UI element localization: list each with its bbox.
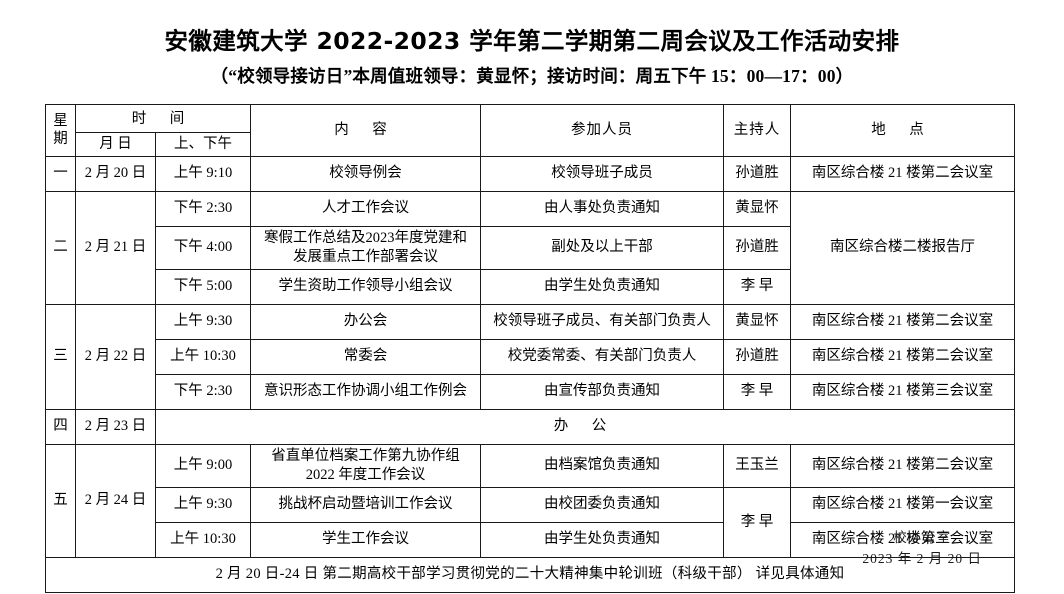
- header-row-bottom: 月 日 上、下午: [46, 132, 1015, 157]
- place-cell: 南区综合楼 21 楼第三会议室: [790, 521, 1015, 558]
- host-cell: 孙道胜: [723, 338, 791, 375]
- content-line-2: 2022 年度工作会议: [305, 466, 426, 483]
- place-cell: 南区综合楼 21 楼第三会议室: [790, 373, 1015, 410]
- table-body: 一 2 月 20 日 上午 9:10 校领导例会 校领导班子成员 孙道胜 南区综…: [45, 155, 1015, 593]
- host-cell: 孙道胜: [723, 225, 791, 270]
- header-ampm: 上、下午: [155, 132, 251, 157]
- host-cell: 王玉兰: [723, 443, 791, 488]
- place-cell: 南区综合楼 21 楼第二会议室: [790, 443, 1015, 488]
- table-row: 四 2 月 23 日 办 公: [45, 408, 1015, 445]
- time-cell: 上午 10:30: [155, 338, 251, 375]
- signature-date: 2023 年 2 月 20 日: [862, 550, 982, 566]
- participants-cell: 校领导班子成员、有关部门负责人: [480, 303, 724, 340]
- participants-cell: 由校团委负责通知: [480, 486, 724, 523]
- content-cell: 寒假工作总结及2023年度党建和 发展重点工作部署会议: [250, 225, 481, 270]
- header-time-group: 时 间: [75, 104, 251, 134]
- participants-cell: 由档案馆负责通知: [480, 443, 724, 488]
- header-participants: 参加人员: [480, 104, 724, 157]
- content-cell: 学生资助工作领导小组会议: [250, 268, 481, 305]
- table-row: 五 2 月 24 日 上午 9:00 省直单位档案工作第九协作组 2022 年度…: [45, 443, 1015, 558]
- content-cell: 校领导例会: [250, 155, 481, 192]
- place-cell: 南区综合楼 21 楼第二会议室: [790, 303, 1015, 340]
- place-cell: 南区综合楼 21 楼第一会议室: [790, 486, 1015, 523]
- content-cell: 人才工作会议: [250, 190, 481, 227]
- table-row: 上午 10:30 常委会 校党委常委、有关部门负责人 孙道胜 南区综合楼 21 …: [46, 338, 1015, 375]
- header-host: 主持人: [723, 104, 791, 157]
- schedule-table: 星期 时 间 内 容 参加人员 主持人 地 点 月 日 上、下午 一 2 月 2…: [45, 104, 1015, 593]
- time-cell: 下午 5:00: [155, 268, 251, 305]
- host-cell: 黄显怀: [723, 303, 791, 340]
- content-cell: 挑战杯启动暨培训工作会议: [250, 486, 481, 523]
- participants-cell: 由学生处负责通知: [480, 268, 724, 305]
- header-row-top: 星期 时 间 内 容 参加人员 主持人 地 点: [45, 104, 1015, 157]
- content-cell: 学生工作会议: [250, 521, 481, 558]
- date-cell: 2 月 22 日: [75, 303, 156, 410]
- time-cell: 下午 4:00: [155, 225, 251, 270]
- header-date: 月 日: [75, 132, 156, 157]
- time-cell: 下午 2:30: [155, 190, 251, 227]
- participants-cell: 由学生处负责通知: [480, 521, 724, 558]
- day-cell: 二: [45, 190, 76, 305]
- date-cell: 2 月 20 日: [75, 155, 156, 192]
- participants-cell: 校党委常委、有关部门负责人: [480, 338, 724, 375]
- content-line-1: 省直单位档案工作第九协作组: [271, 448, 460, 465]
- full-day-status-cell: 办 公: [155, 408, 1015, 445]
- time-cell: 上午 9:10: [155, 155, 251, 192]
- signature-office: 校办公室: [893, 530, 952, 545]
- date-cell: 2 月 24 日: [75, 443, 156, 558]
- content-cell: 常委会: [250, 338, 481, 375]
- page-title: 安徽建筑大学 2022-2023 学年第二学期第二周会议及工作活动安排: [164, 27, 900, 55]
- table-row: 三 2 月 22 日 上午 9:30 办公会 校领导班子成员、有关部门负责人 黄…: [45, 303, 1015, 410]
- time-cell: 上午 10:30: [155, 521, 251, 558]
- day-cell: 四: [45, 408, 76, 445]
- table-row: 下午 4:00 寒假工作总结及2023年度党建和 发展重点工作部署会议 副处及以…: [46, 225, 1015, 270]
- place-cell: 南区综合楼 21 楼第二会议室: [790, 155, 1015, 192]
- host-cell: 李 早: [723, 268, 791, 305]
- date-cell: 2 月 21 日: [75, 190, 156, 305]
- day-cell: 一: [45, 155, 76, 192]
- time-cell: 上午 9:30: [155, 486, 251, 523]
- header-content: 内 容: [250, 104, 481, 157]
- content-cell: 省直单位档案工作第九协作组 2022 年度工作会议: [250, 443, 481, 488]
- table-footer-note-row: 2 月 20 日-24 日 第二期高校干部学习贯彻党的二十大精神集中轮训班（科级…: [45, 556, 1015, 593]
- host-cell: 李 早: [723, 486, 791, 558]
- time-cell: 上午 9:30: [155, 303, 251, 340]
- place-cell: 南区综合楼 21 楼第二会议室: [790, 338, 1015, 375]
- participants-cell: 校领导班子成员: [480, 155, 724, 192]
- host-cell: 黄显怀: [723, 190, 791, 227]
- table-row: 下午 2:30 意识形态工作协调小组工作例会 由宣传部负责通知 李 早 南区综合…: [46, 373, 1015, 410]
- host-cell: 李 早: [723, 373, 791, 410]
- time-cell: 下午 2:30: [155, 373, 251, 410]
- day-cell: 三: [45, 303, 76, 410]
- table-row: 二 2 月 21 日 下午 2:30 人才工作会议 由人事处负责通知 黄显怀 南…: [45, 190, 1015, 305]
- participants-cell: 由宣传部负责通知: [480, 373, 724, 410]
- content-cell: 办公会: [250, 303, 481, 340]
- date-cell: 2 月 23 日: [75, 408, 156, 445]
- host-cell: 孙道胜: [723, 155, 791, 192]
- place-cell: 南区综合楼二楼报告厅: [790, 190, 1015, 305]
- table-row: 一 2 月 20 日 上午 9:10 校领导例会 校领导班子成员 孙道胜 南区综…: [45, 155, 1015, 192]
- time-cell: 上午 9:00: [155, 443, 251, 488]
- participants-cell: 副处及以上干部: [480, 225, 724, 270]
- header-day: 星期: [45, 104, 76, 157]
- signature-block: 校办公室 2023 年 2 月 20 日: [862, 528, 982, 570]
- participants-cell: 由人事处负责通知: [480, 190, 724, 227]
- content-line-2: 发展重点工作部署会议: [293, 248, 438, 265]
- page-subtitle: （“校领导接访日”本周值班领导：黄显怀；接访时间：周五下午 15：00—17：0…: [210, 66, 854, 87]
- day-cell: 五: [45, 443, 76, 558]
- table-row: 上午 9:30 挑战杯启动暨培训工作会议 由校团委负责通知 李 早 南区综合楼 …: [46, 486, 1015, 558]
- footer-note-cell: 2 月 20 日-24 日 第二期高校干部学习贯彻党的二十大精神集中轮训班（科级…: [45, 556, 1015, 593]
- header-place: 地 点: [790, 104, 1015, 157]
- table-header: 星期 时 间 内 容 参加人员 主持人 地 点 月 日 上、下午: [45, 104, 1015, 157]
- content-line-1: 寒假工作总结及2023年度党建和: [264, 230, 467, 247]
- content-cell: 意识形态工作协调小组工作例会: [250, 373, 481, 410]
